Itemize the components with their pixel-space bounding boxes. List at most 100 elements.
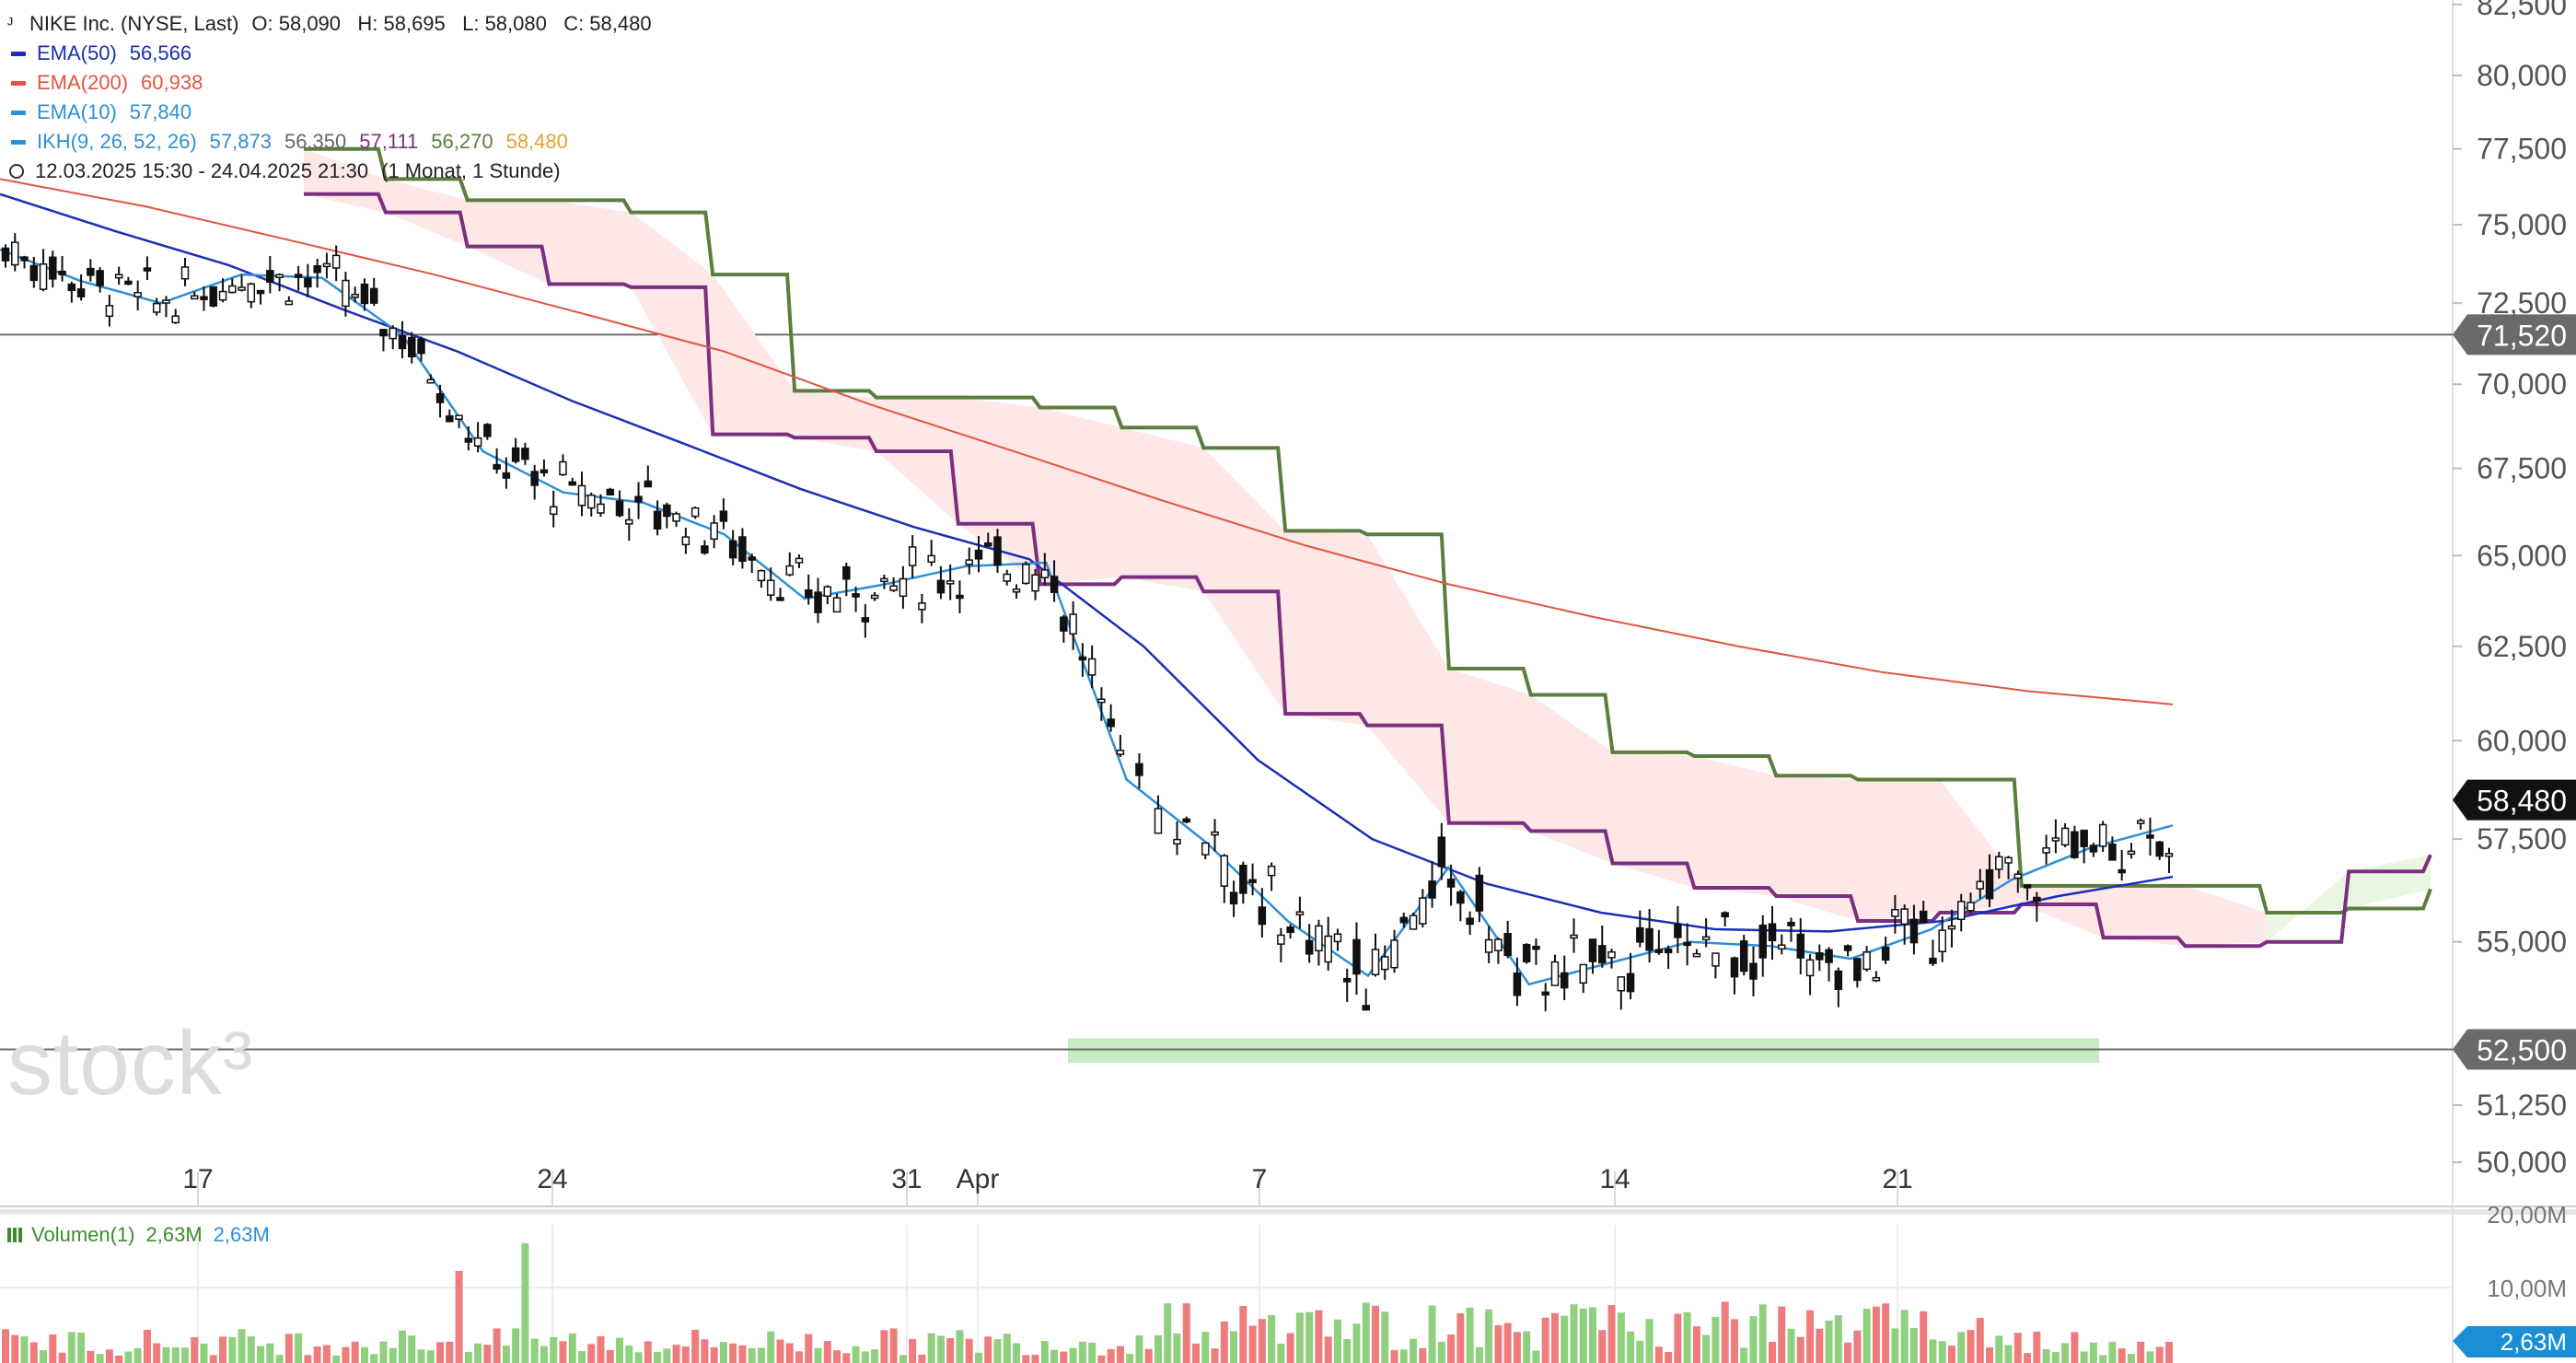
volume-bar (1144, 1348, 1153, 1363)
legend-ikh[interactable]: IKH(9, 26, 52, 26) 57,873 56,350 57,111 … (7, 127, 652, 157)
volume-icon (7, 1228, 22, 1242)
volume-bar (748, 1348, 756, 1363)
candle-body (899, 577, 908, 598)
volume-bar (1437, 1341, 1445, 1363)
candle-body (256, 289, 265, 295)
volume-bar (785, 1343, 794, 1363)
volume-bar (1570, 1304, 1578, 1363)
candle-body (1626, 973, 1635, 993)
ikh-cloud-segment (1448, 668, 1531, 832)
candle-body (1182, 818, 1191, 823)
legend-ema50[interactable]: EMA(50) 56,566 (7, 39, 652, 68)
ikh-cloud-segment (1776, 775, 1859, 921)
ikh-cloud-segment (2267, 871, 2350, 942)
volume-bar (219, 1336, 227, 1363)
candle-body (1315, 925, 1323, 952)
volume-bar (577, 1351, 586, 1363)
candle-body (1248, 879, 1257, 884)
volume-legend[interactable]: Volumen(1) 2,63M 2,63M (7, 1221, 270, 1249)
volume-bar (1135, 1335, 1143, 1363)
candle-body (1816, 952, 1824, 961)
volume-bar (1192, 1343, 1201, 1363)
volume-bar (313, 1346, 321, 1363)
legend-ema10[interactable]: EMA(10) 57,840 (7, 98, 652, 127)
candle-body (1862, 951, 1871, 971)
volume-bar (2051, 1352, 2060, 1363)
candle-body (1135, 763, 1143, 776)
chart-type-icon[interactable]: ᴶ (7, 15, 13, 33)
candle-body (1399, 916, 1409, 924)
candle-body (2023, 884, 2032, 889)
ikh-cloud-segment (1039, 407, 1122, 585)
volume-bar (153, 1343, 161, 1363)
candle-body (1768, 923, 1777, 942)
candle-body (1787, 921, 1795, 926)
candle-body (417, 338, 425, 355)
volume-bar (1834, 1315, 1842, 1363)
volume-bar (2137, 1341, 2145, 1363)
candle-body (1947, 925, 1956, 930)
candle-body (39, 262, 48, 290)
volume-bar (2155, 1346, 2164, 1363)
ema200-label: EMA(200) (37, 71, 129, 94)
volume-bars (2, 1243, 2173, 1363)
candle-body (690, 507, 700, 518)
ema50-value: 56,566 (129, 41, 192, 64)
candle-body (681, 536, 690, 546)
support-zone (1068, 1038, 2099, 1063)
volume-bar (417, 1349, 425, 1363)
candle-body (1040, 569, 1050, 578)
candle-body (2051, 837, 2060, 842)
candle-body (294, 274, 303, 278)
legend-ema200[interactable]: EMA(200) 60,938 (7, 68, 652, 98)
candle-body (1116, 749, 1125, 755)
candle-body (1919, 910, 1928, 924)
candle-body (1796, 933, 1805, 959)
x-tick-label: 7 (1252, 1164, 1268, 1194)
candle-body (218, 290, 227, 301)
volume-bar (483, 1345, 492, 1363)
candle-body (1087, 658, 1097, 676)
volume-bar (776, 1339, 784, 1363)
volume-bar (616, 1337, 624, 1363)
volume-bar (909, 1338, 917, 1363)
volume-bar (757, 1347, 765, 1363)
ikh-cloud-segment (1939, 779, 2022, 913)
volume-bar (1381, 1311, 1389, 1363)
volume-bar (1721, 1301, 1729, 1363)
candle-body (369, 287, 378, 304)
volume-bar (1627, 1331, 1635, 1363)
volume-bar (58, 1352, 66, 1363)
candle-body (1550, 961, 1560, 986)
candle-body (96, 270, 104, 286)
volume-bar (1097, 1355, 1106, 1363)
candle-body (927, 554, 935, 563)
candle-body (1617, 976, 1626, 992)
volume-bar (521, 1243, 529, 1363)
candle-body (49, 256, 57, 280)
ikh-cloud-segment (304, 148, 386, 213)
candle-body (1834, 970, 1843, 990)
volume-bar (965, 1338, 973, 1363)
volume-bar (1324, 1336, 1332, 1363)
volume-bar (1069, 1347, 1077, 1363)
candlesticks (1, 233, 2174, 1012)
volume-bar (2061, 1343, 2070, 1363)
volume-bar (1589, 1307, 1597, 1363)
volume-bar (1561, 1315, 1569, 1363)
volume-bar (899, 1355, 907, 1363)
candle-body (331, 254, 341, 269)
volume-bar (1173, 1334, 1181, 1363)
candle-body (1872, 976, 1881, 982)
volume-bar (1523, 1331, 1531, 1363)
volume-bar (426, 1350, 435, 1363)
volume-bar (1929, 1339, 1937, 1363)
volume-bar (587, 1344, 596, 1363)
candle-body (653, 510, 662, 530)
volume-bar (1683, 1311, 1691, 1363)
candle-body (1607, 950, 1616, 959)
candle-body (2013, 873, 2023, 880)
candle-body (464, 437, 473, 443)
volume-bar (833, 1350, 841, 1363)
